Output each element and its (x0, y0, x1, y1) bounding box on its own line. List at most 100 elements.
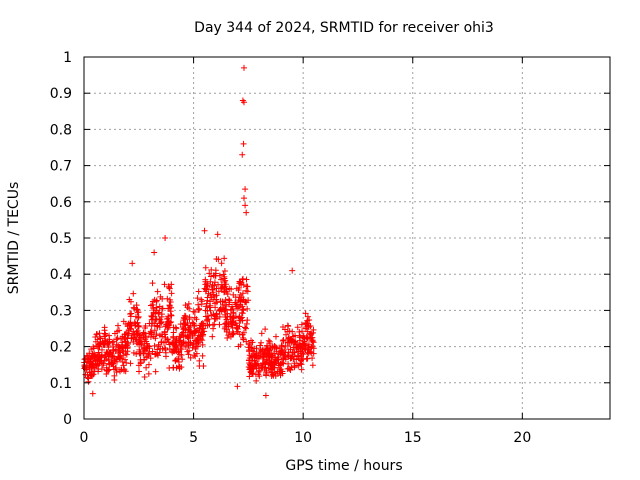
data-point (262, 364, 269, 371)
data-point (298, 321, 305, 328)
data-point (134, 306, 141, 313)
data-point (270, 361, 277, 368)
data-point (163, 321, 170, 328)
data-point (93, 342, 100, 349)
data-point (172, 358, 179, 365)
data-point (226, 285, 233, 292)
data-point (285, 360, 292, 367)
data-point (141, 356, 148, 363)
data-point (116, 327, 123, 334)
data-point (229, 303, 236, 310)
data-point (92, 362, 99, 369)
data-point (307, 334, 314, 341)
data-points (81, 64, 317, 399)
data-point (115, 354, 122, 361)
data-point (152, 350, 159, 357)
data-point (89, 390, 96, 397)
data-point (182, 344, 189, 351)
data-point (215, 281, 222, 288)
data-point (213, 310, 220, 317)
data-point (267, 345, 274, 352)
data-point (151, 249, 158, 256)
data-point (150, 298, 157, 305)
data-point (268, 368, 275, 375)
data-point (287, 367, 294, 374)
data-point (162, 345, 169, 352)
data-point (209, 333, 216, 340)
data-point (137, 359, 144, 366)
data-point (223, 328, 230, 335)
data-point (258, 330, 265, 337)
data-point (202, 276, 209, 283)
data-point (135, 341, 142, 348)
data-point (120, 352, 127, 359)
data-point (195, 288, 202, 295)
data-point (300, 351, 307, 358)
data-point (202, 288, 209, 295)
data-point (216, 313, 223, 320)
data-point (170, 329, 177, 336)
y-tick-label: 0.2 (50, 340, 72, 356)
data-point (308, 349, 315, 356)
x-tick-label: 15 (404, 430, 422, 446)
data-point (303, 355, 310, 362)
data-point (170, 364, 177, 371)
data-point (175, 363, 182, 370)
data-point (164, 318, 171, 325)
data-point (297, 334, 304, 341)
data-point (96, 341, 103, 348)
data-point (199, 352, 206, 359)
data-point (259, 353, 266, 360)
data-point (294, 324, 301, 331)
data-point (130, 328, 137, 335)
data-point (248, 366, 255, 373)
data-point (245, 344, 252, 351)
data-point (159, 295, 166, 302)
data-point (309, 343, 316, 350)
data-point (273, 357, 280, 364)
data-point (258, 339, 265, 346)
data-point (268, 363, 275, 370)
data-point (262, 326, 269, 333)
data-point (218, 276, 225, 283)
data-point (92, 358, 99, 365)
data-point (184, 348, 191, 355)
data-point (257, 342, 264, 349)
data-point (239, 290, 246, 297)
x-axis-label: GPS time / hours (285, 458, 402, 474)
data-point (290, 349, 297, 356)
data-point (304, 317, 311, 324)
data-point (96, 330, 103, 337)
data-point (291, 340, 298, 347)
data-point (98, 346, 105, 353)
data-point (168, 290, 175, 297)
data-point (212, 304, 219, 311)
data-point (272, 343, 279, 350)
data-point (209, 289, 216, 296)
data-point (180, 326, 187, 333)
data-point (162, 353, 169, 360)
data-point (104, 340, 111, 347)
data-point (154, 288, 161, 295)
data-point (265, 337, 272, 344)
data-point (119, 358, 126, 365)
y-tick-label: 0.8 (50, 122, 72, 138)
x-tick-label: 5 (189, 430, 198, 446)
data-point (243, 276, 250, 283)
data-point (229, 325, 236, 332)
data-point (282, 349, 289, 356)
data-point (127, 320, 134, 327)
data-point (166, 296, 173, 303)
data-point (187, 354, 194, 361)
data-point (173, 325, 180, 332)
data-point (135, 314, 142, 321)
data-point (137, 350, 144, 357)
data-point (273, 345, 280, 352)
data-point (221, 284, 228, 291)
data-point (120, 362, 127, 369)
data-point (305, 324, 312, 331)
data-point (170, 334, 177, 341)
data-point (227, 318, 234, 325)
data-point (298, 361, 305, 368)
data-point (278, 359, 285, 366)
